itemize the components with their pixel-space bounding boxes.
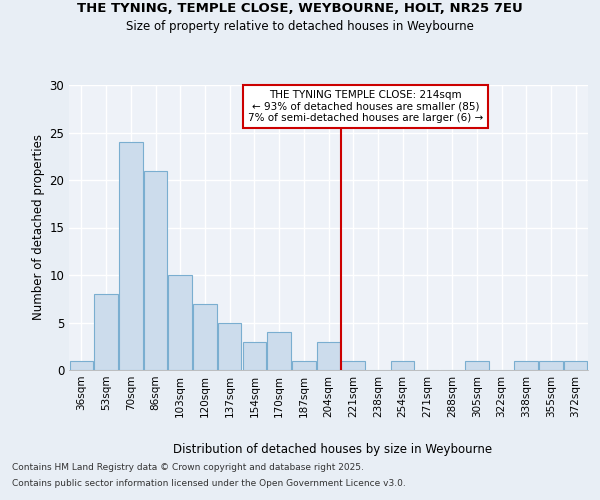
Text: THE TYNING TEMPLE CLOSE: 214sqm
← 93% of detached houses are smaller (85)
7% of : THE TYNING TEMPLE CLOSE: 214sqm ← 93% of… bbox=[248, 90, 483, 123]
Text: Distribution of detached houses by size in Weybourne: Distribution of detached houses by size … bbox=[173, 442, 493, 456]
Bar bbox=[564, 360, 587, 370]
Bar bbox=[94, 294, 118, 370]
Bar bbox=[317, 342, 340, 370]
Bar bbox=[268, 332, 291, 370]
Bar bbox=[119, 142, 143, 370]
Bar bbox=[539, 360, 563, 370]
Text: Contains HM Land Registry data © Crown copyright and database right 2025.: Contains HM Land Registry data © Crown c… bbox=[12, 464, 364, 472]
Bar bbox=[341, 360, 365, 370]
Text: Contains public sector information licensed under the Open Government Licence v3: Contains public sector information licen… bbox=[12, 478, 406, 488]
Text: THE TYNING, TEMPLE CLOSE, WEYBOURNE, HOLT, NR25 7EU: THE TYNING, TEMPLE CLOSE, WEYBOURNE, HOL… bbox=[77, 2, 523, 16]
Bar bbox=[218, 322, 241, 370]
Bar bbox=[465, 360, 488, 370]
Bar bbox=[514, 360, 538, 370]
Y-axis label: Number of detached properties: Number of detached properties bbox=[32, 134, 45, 320]
Text: Size of property relative to detached houses in Weybourne: Size of property relative to detached ho… bbox=[126, 20, 474, 33]
Bar bbox=[144, 170, 167, 370]
Bar bbox=[193, 304, 217, 370]
Bar bbox=[391, 360, 415, 370]
Bar bbox=[292, 360, 316, 370]
Bar bbox=[70, 360, 93, 370]
Bar bbox=[169, 275, 192, 370]
Bar bbox=[242, 342, 266, 370]
